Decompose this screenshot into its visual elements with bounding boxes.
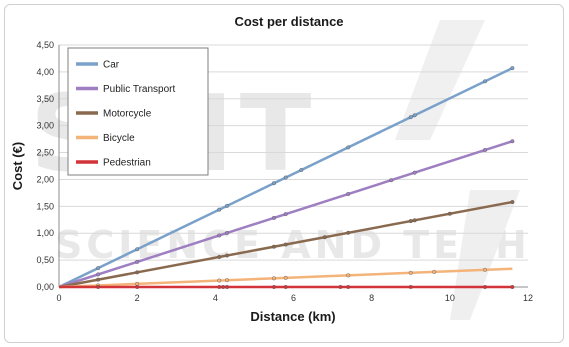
data-point: [283, 285, 288, 290]
data-point: [510, 285, 515, 290]
legend: Car Public Transport Motorcycle Bicycle Pede…: [67, 47, 209, 176]
data-point: [412, 170, 417, 175]
data-point: [135, 247, 140, 252]
data-point: [412, 218, 417, 223]
data-point: [299, 168, 304, 173]
y-axis-title: Cost (€): [10, 142, 25, 190]
data-point: [483, 148, 488, 153]
data-point: [135, 270, 140, 275]
data-point: [271, 285, 276, 290]
data-point: [225, 203, 230, 208]
data-point: [408, 285, 413, 290]
x-tick-label: 8: [369, 293, 374, 303]
data-point: [346, 145, 351, 150]
data-point: [225, 278, 230, 283]
y-tick-label: 4,50: [36, 40, 54, 50]
data-point: [483, 285, 488, 290]
data-point: [217, 207, 222, 212]
data-point: [510, 200, 515, 205]
data-point: [346, 230, 351, 235]
data-point: [217, 278, 222, 283]
data-point: [346, 192, 351, 197]
y-tick-label: 2,00: [36, 174, 54, 184]
series-lines: [58, 66, 515, 290]
data-point: [217, 254, 222, 259]
data-point: [412, 113, 417, 118]
data-point: [483, 79, 488, 84]
data-point: [408, 270, 413, 275]
data-point: [96, 277, 101, 282]
data-point: [283, 242, 288, 247]
legend-label: Motorcycle: [103, 109, 152, 120]
data-point: [432, 269, 437, 274]
data-point: [225, 253, 230, 258]
data-point: [322, 235, 327, 240]
x-tick-label: 10: [445, 293, 455, 303]
data-point: [389, 178, 394, 183]
data-point: [225, 230, 230, 235]
data-point: [271, 181, 276, 186]
y-tick-labels: 0,00 0,50 1,00 1,50 2,00 2,50 3,00 3,50 4,00 4,50: [36, 40, 54, 292]
data-point: [217, 233, 222, 238]
y-tick-label: 3,00: [36, 121, 54, 131]
data-point: [338, 285, 343, 290]
data-point: [346, 273, 351, 278]
legend-label: Pedestrian: [103, 158, 151, 169]
y-tick-label: 0,50: [36, 255, 54, 265]
x-tick-label: 12: [523, 293, 533, 303]
x-tick-label: 4: [213, 293, 218, 303]
y-tick-label: 1,50: [36, 201, 54, 211]
data-point: [346, 285, 351, 290]
data-point: [283, 275, 288, 280]
y-tick-label: 0,00: [36, 282, 54, 292]
data-point: [217, 285, 222, 290]
data-point: [135, 285, 140, 290]
data-point: [271, 276, 276, 281]
data-point: [271, 244, 276, 249]
y-tick-label: 2,50: [36, 148, 54, 158]
data-point: [135, 259, 140, 264]
data-point: [510, 139, 515, 144]
data-point: [408, 115, 413, 120]
x-tick-label: 2: [135, 293, 140, 303]
data-point: [483, 267, 488, 272]
data-point: [447, 211, 452, 216]
x-axis-title: Distance (km): [250, 309, 335, 324]
y-tick-label: 4,00: [36, 67, 54, 77]
data-point: [408, 219, 413, 224]
y-tick-label: 3,50: [36, 94, 54, 104]
data-point: [96, 285, 101, 290]
chart-title: Cost per distance: [234, 14, 343, 29]
x-tick-label: 0: [56, 293, 61, 303]
x-tick-label: 6: [291, 293, 296, 303]
data-point: [96, 272, 101, 277]
data-point: [283, 175, 288, 180]
data-point: [221, 285, 226, 290]
data-point: [283, 212, 288, 217]
data-point: [271, 215, 276, 220]
data-point: [96, 266, 101, 271]
y-tick-label: 1,00: [36, 228, 54, 238]
legend-label: Car: [103, 60, 120, 71]
x-tick-labels: 0 2 4 6 8 10 12: [56, 293, 533, 303]
data-point: [510, 66, 515, 71]
data-point: [225, 285, 230, 290]
legend-label: Bicycle: [103, 133, 135, 144]
legend-label: Public Transport: [103, 84, 175, 95]
